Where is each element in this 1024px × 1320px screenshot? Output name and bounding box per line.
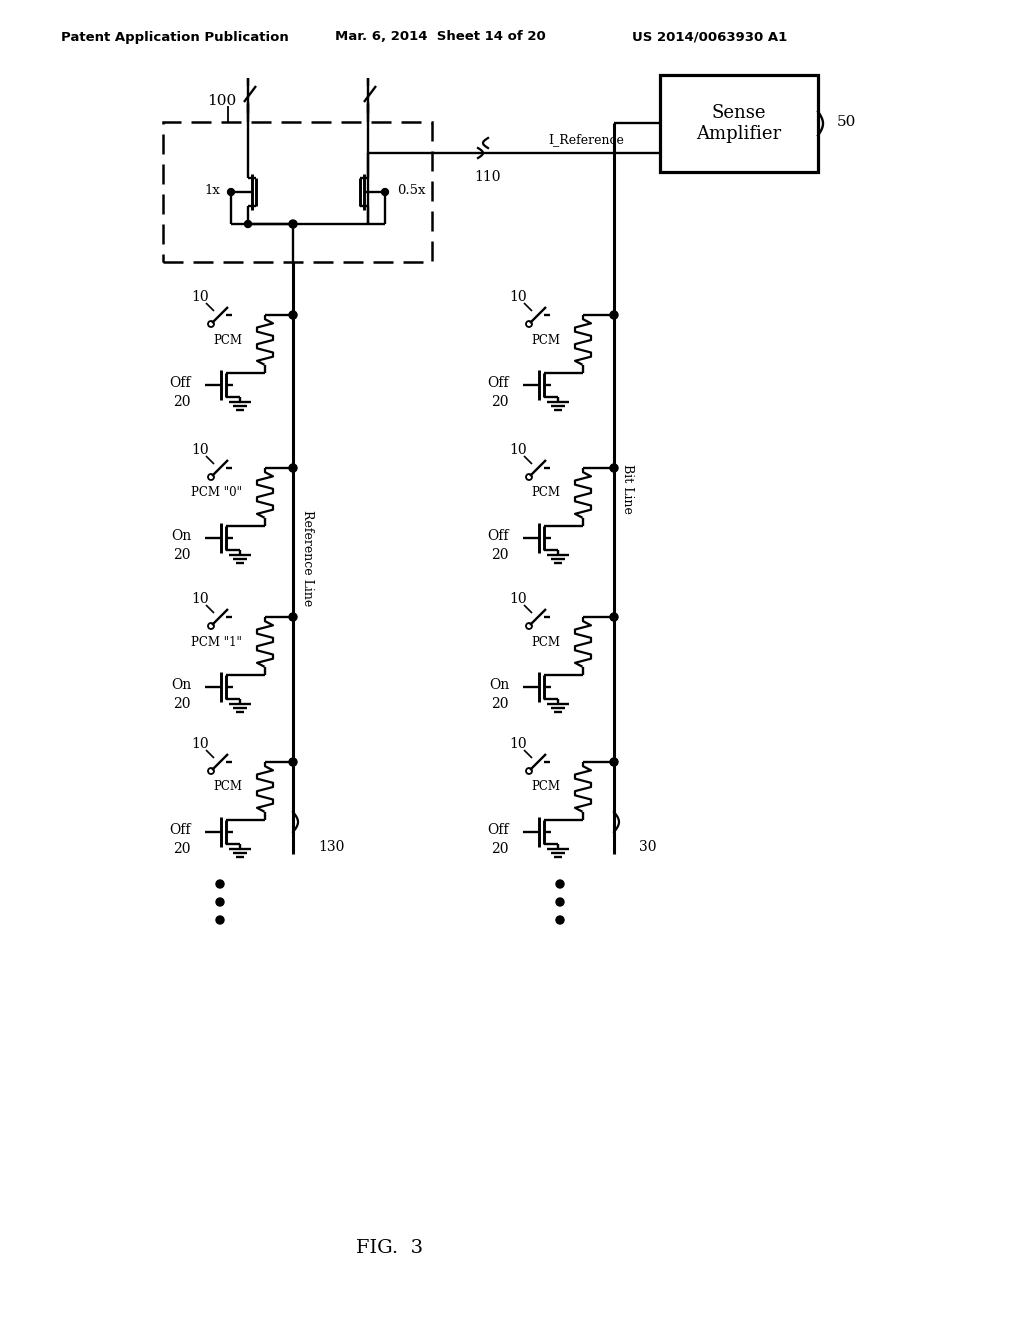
- Text: 10: 10: [509, 591, 526, 606]
- Text: 10: 10: [509, 737, 526, 751]
- Circle shape: [289, 312, 297, 319]
- Text: PCM "1": PCM "1": [191, 635, 242, 648]
- Text: 10: 10: [509, 444, 526, 457]
- Text: PCM: PCM: [213, 334, 242, 346]
- Text: 50: 50: [837, 115, 856, 128]
- Text: Off: Off: [487, 376, 509, 389]
- Circle shape: [228, 189, 234, 195]
- Text: 20: 20: [173, 548, 191, 562]
- Text: 10: 10: [191, 591, 209, 606]
- Text: 20: 20: [173, 842, 191, 855]
- Text: Patent Application Publication: Patent Application Publication: [61, 30, 289, 44]
- Text: 100: 100: [208, 94, 237, 108]
- Circle shape: [289, 612, 297, 620]
- Text: 20: 20: [492, 395, 509, 409]
- Text: On: On: [488, 678, 509, 692]
- Text: FIG.  3: FIG. 3: [356, 1239, 424, 1257]
- Text: 20: 20: [492, 548, 509, 562]
- Text: 10: 10: [509, 290, 526, 304]
- Text: Bit Line: Bit Line: [622, 465, 635, 513]
- Text: PCM: PCM: [531, 487, 560, 499]
- Circle shape: [245, 220, 252, 227]
- Text: 130: 130: [318, 840, 344, 854]
- Text: Off: Off: [170, 822, 191, 837]
- Text: 20: 20: [492, 842, 509, 855]
- Text: 20: 20: [173, 395, 191, 409]
- Text: 10: 10: [191, 444, 209, 457]
- Text: 10: 10: [191, 737, 209, 751]
- Bar: [163, 121, 432, 261]
- Text: PCM: PCM: [531, 780, 560, 793]
- Text: 20: 20: [492, 697, 509, 711]
- Text: Reference Line: Reference Line: [300, 510, 313, 606]
- Circle shape: [610, 312, 618, 319]
- Text: 30: 30: [639, 840, 656, 854]
- Circle shape: [556, 916, 564, 924]
- Text: 110: 110: [475, 170, 502, 183]
- Text: Mar. 6, 2014  Sheet 14 of 20: Mar. 6, 2014 Sheet 14 of 20: [335, 30, 546, 44]
- Circle shape: [216, 880, 224, 888]
- Circle shape: [556, 880, 564, 888]
- Bar: [660, 75, 818, 172]
- Text: I_Reference: I_Reference: [548, 133, 624, 147]
- Circle shape: [216, 916, 224, 924]
- Text: Off: Off: [487, 822, 509, 837]
- Text: 20: 20: [173, 697, 191, 711]
- Circle shape: [610, 465, 618, 473]
- Text: PCM: PCM: [531, 635, 560, 648]
- Circle shape: [610, 758, 618, 766]
- Text: On: On: [171, 678, 191, 692]
- Text: 1x: 1x: [204, 183, 220, 197]
- Text: PCM: PCM: [531, 334, 560, 346]
- Circle shape: [382, 189, 388, 195]
- Circle shape: [289, 758, 297, 766]
- Text: 0.5x: 0.5x: [397, 183, 426, 197]
- Circle shape: [289, 220, 297, 228]
- Text: Off: Off: [170, 376, 191, 389]
- Text: PCM: PCM: [213, 780, 242, 793]
- Circle shape: [610, 612, 618, 620]
- Text: 10: 10: [191, 290, 209, 304]
- Text: US 2014/0063930 A1: US 2014/0063930 A1: [633, 30, 787, 44]
- Text: On: On: [171, 529, 191, 543]
- Text: PCM "0": PCM "0": [191, 487, 242, 499]
- Text: Sense
Amplifier: Sense Amplifier: [696, 104, 781, 143]
- Circle shape: [289, 465, 297, 473]
- Circle shape: [216, 898, 224, 906]
- Circle shape: [556, 898, 564, 906]
- Text: Off: Off: [487, 529, 509, 543]
